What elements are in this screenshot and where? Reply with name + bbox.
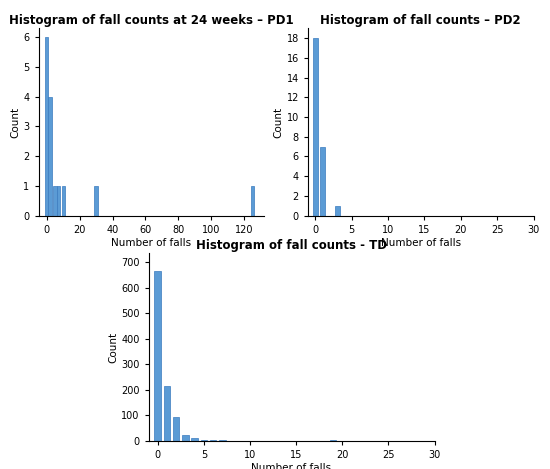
Bar: [173, 417, 179, 441]
Y-axis label: Count: Count: [10, 106, 20, 137]
Bar: [313, 38, 318, 216]
Bar: [334, 206, 340, 216]
Bar: [219, 440, 225, 441]
X-axis label: Number of falls: Number of falls: [251, 462, 332, 469]
Bar: [182, 435, 189, 441]
Bar: [48, 97, 52, 216]
X-axis label: Number of falls: Number of falls: [381, 237, 461, 248]
Bar: [251, 186, 254, 216]
X-axis label: Number of falls: Number of falls: [111, 237, 191, 248]
Bar: [57, 186, 60, 216]
Bar: [330, 440, 336, 441]
Title: Histogram of fall counts – PD2: Histogram of fall counts – PD2: [321, 14, 521, 27]
Bar: [53, 186, 57, 216]
Title: Histogram of fall counts at 24 weeks – PD1: Histogram of fall counts at 24 weeks – P…: [9, 14, 294, 27]
Y-axis label: Count: Count: [274, 106, 284, 137]
Bar: [210, 440, 216, 441]
Bar: [95, 186, 98, 216]
Bar: [191, 438, 198, 441]
Bar: [164, 386, 170, 441]
Bar: [155, 271, 161, 441]
Bar: [45, 37, 48, 216]
Bar: [62, 186, 65, 216]
Y-axis label: Count: Count: [108, 332, 118, 363]
Bar: [201, 439, 207, 441]
Title: Histogram of fall counts - TD: Histogram of fall counts - TD: [196, 239, 387, 252]
Bar: [320, 147, 325, 216]
